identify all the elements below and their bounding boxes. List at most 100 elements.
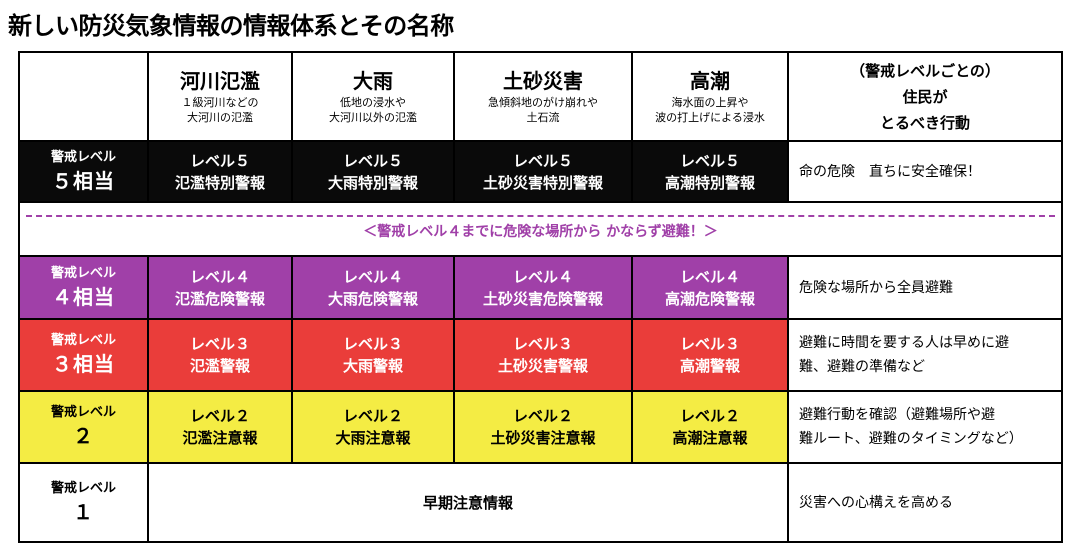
evacuation-band: ＜警戒レベル４までに危険な場所から かならず避難！＞	[18, 203, 1063, 255]
hazard-desc: 波の打上げによる浸水	[655, 111, 765, 124]
hazard-desc: 急傾斜地のがけ崩れや	[488, 96, 598, 109]
warning-cell: レベル５ 高潮特別警報	[633, 142, 789, 203]
header-corner-cell	[18, 51, 149, 142]
warning-cell: レベル２ 高潮注意報	[633, 392, 789, 464]
warning-level: レベル２	[189, 407, 250, 425]
header-hazard-landslide: 土砂災害 急傾斜地のがけ崩れや 土石流	[455, 51, 633, 142]
level-number: ４相当	[52, 284, 115, 309]
action-cell: 災害への心構えを高める	[789, 464, 1063, 543]
warning-name: 氾濫特別警報	[174, 173, 265, 192]
hazard-desc: 大河川以外の氾濫	[329, 111, 417, 124]
warning-cell: レベル５ 大雨特別警報	[293, 142, 455, 203]
warning-name: 氾濫警報	[189, 357, 250, 375]
warning-cell: レベル３ 高潮警報	[633, 320, 789, 392]
page-title: 新しい防災気象情報の情報体系とその名称	[8, 12, 454, 40]
action-cell: 命の危険 直ちに安全確保！	[789, 142, 1063, 203]
warning-level: レベル４	[512, 267, 573, 286]
evacuation-message: ＜警戒レベル４までに危険な場所から かならず避難！＞	[363, 224, 718, 240]
level-number: ５相当	[52, 168, 115, 193]
warning-cell: レベル５ 土砂災害特別警報	[455, 142, 633, 203]
warning-level: レベル２	[679, 407, 740, 425]
hazard-desc: 土石流	[526, 111, 560, 124]
warning-level: レベル３	[342, 335, 403, 353]
response-header-text: 住民が	[902, 87, 948, 106]
warning-level: レベル２	[342, 407, 403, 425]
warning-name: 大雨特別警報	[327, 173, 418, 192]
header-row: 河川氾濫 １級河川などの 大河川の氾濫 大雨 低地の浸水や 大河川以外の氾濫 土…	[18, 51, 1063, 142]
action-text: 難、避難の準備など	[799, 359, 925, 375]
level-1-label: 警戒レベル １	[18, 464, 149, 543]
warning-level: レベル３	[189, 335, 250, 353]
warning-name: 氾濫危険警報	[174, 289, 265, 308]
warning-level: レベル５	[679, 151, 740, 170]
action-text: 命の危険 直ちに安全確保！	[799, 163, 981, 180]
hazard-name: 大雨	[353, 69, 393, 93]
warning-name: 高潮危険警報	[664, 289, 755, 308]
warning-name: 氾濫注意報	[182, 429, 258, 447]
level-label: 警戒レベル	[50, 333, 116, 348]
header-hazard-rain: 大雨 低地の浸水や 大河川以外の氾濫	[293, 51, 455, 142]
warning-name: 高潮特別警報	[664, 173, 755, 192]
action-text: 危険な場所から全員避難	[799, 279, 953, 296]
warning-name: 土砂災害注意報	[490, 429, 596, 447]
warning-level: レベル４	[679, 267, 740, 286]
hazard-desc: 大河川の氾濫	[187, 111, 253, 124]
warning-name: 大雨警報	[342, 357, 403, 375]
warning-level: レベル３	[512, 335, 573, 353]
hazard-name: 土砂災害	[503, 69, 583, 93]
warning-cell: レベル３ 土砂災害警報	[455, 320, 633, 392]
warning-level: レベル４	[342, 267, 403, 286]
action-cell: 危険な場所から全員避難	[789, 255, 1063, 320]
early-attention-cell: 早期注意情報	[149, 464, 789, 543]
warning-level: レベル５	[512, 151, 573, 170]
level-5-label: 警戒レベル ５相当	[18, 142, 149, 203]
level-3-label: 警戒レベル ３相当	[18, 320, 149, 392]
hazard-desc: 海水面の上昇や	[671, 96, 749, 109]
response-header-text: とるべき行動	[879, 113, 970, 132]
early-attention-info: 早期注意情報	[422, 493, 513, 512]
warning-name: 高潮注意報	[672, 429, 748, 447]
warning-cell: レベル２ 土砂災害注意報	[455, 392, 633, 464]
level-label: 警戒レベル	[50, 480, 116, 496]
level-label: 警戒レベル	[50, 149, 116, 165]
response-header-text: （警戒レベルごとの）	[850, 61, 1000, 80]
warning-level: レベル３	[679, 335, 740, 353]
warning-cell: レベル３ 氾濫警報	[149, 320, 293, 392]
warning-level-table: 河川氾濫 １級河川などの 大河川の氾濫 大雨 低地の浸水や 大河川以外の氾濫 土…	[18, 51, 1063, 543]
hazard-desc: 低地の浸水や	[340, 96, 406, 109]
action-text: 避難行動を確認（避難場所や避	[799, 407, 995, 423]
action-cell: 避難行動を確認（避難場所や避 難ルート、避難のタイミングなど）	[789, 392, 1063, 464]
warning-level: レベル４	[189, 267, 250, 286]
warning-level: レベル５	[189, 151, 250, 170]
level-number: ３相当	[52, 352, 115, 376]
warning-level: レベル２	[512, 407, 573, 425]
warning-cell: レベル４ 氾濫危険警報	[149, 255, 293, 320]
warning-cell: レベル５ 氾濫特別警報	[149, 142, 293, 203]
warning-cell: レベル４ 大雨危険警報	[293, 255, 455, 320]
level-5-row: 警戒レベル ５相当 レベル５ 氾濫特別警報 レベル５ 大雨特別警報 レベル５ 土砂災害…	[18, 142, 1063, 203]
warning-name: 大雨注意報	[335, 429, 411, 447]
warning-name: 土砂災害特別警報	[482, 173, 603, 192]
hazard-name: 河川氾濫	[180, 69, 260, 93]
action-text: 災害への心構えを高める	[799, 494, 953, 511]
level-3-row: 警戒レベル ３相当 レベル３ 氾濫警報 レベル３ 大雨警報 レベル３ 土砂災害警報 レ…	[18, 320, 1063, 392]
level-2-label: 警戒レベル ２	[18, 392, 149, 464]
level-number: ２	[73, 424, 94, 448]
warning-cell: レベル２ 氾濫注意報	[149, 392, 293, 464]
hazard-name: 高潮	[690, 69, 730, 93]
action-cell: 避難に時間を要する人は早めに避 難、避難の準備など	[789, 320, 1063, 392]
hazard-desc: １級河川などの	[181, 96, 259, 109]
level-2-row: 警戒レベル ２ レベル２ 氾濫注意報 レベル２ 大雨注意報 レベル２ 土砂災害注意報 …	[18, 392, 1063, 464]
warning-cell: レベル２ 大雨注意報	[293, 392, 455, 464]
warning-cell: レベル４ 土砂災害危険警報	[455, 255, 633, 320]
level-4-row: 警戒レベル ４相当 レベル４ 氾濫危険警報 レベル４ 大雨危険警報 レベル４ 土砂災害…	[18, 255, 1063, 320]
level-label: 警戒レベル	[50, 405, 116, 420]
header-response: （警戒レベルごとの） 住民が とるべき行動	[789, 51, 1063, 142]
warning-cell: レベル３ 大雨警報	[293, 320, 455, 392]
warning-level: レベル５	[342, 151, 403, 170]
level-label: 警戒レベル	[50, 265, 116, 281]
warning-name: 土砂災害危険警報	[482, 289, 603, 308]
warning-cell: レベル４ 高潮危険警報	[633, 255, 789, 320]
level-1-row: 警戒レベル １ 早期注意情報 災害への心構えを高める	[18, 464, 1063, 543]
warning-name: 大雨危険警報	[327, 289, 418, 308]
